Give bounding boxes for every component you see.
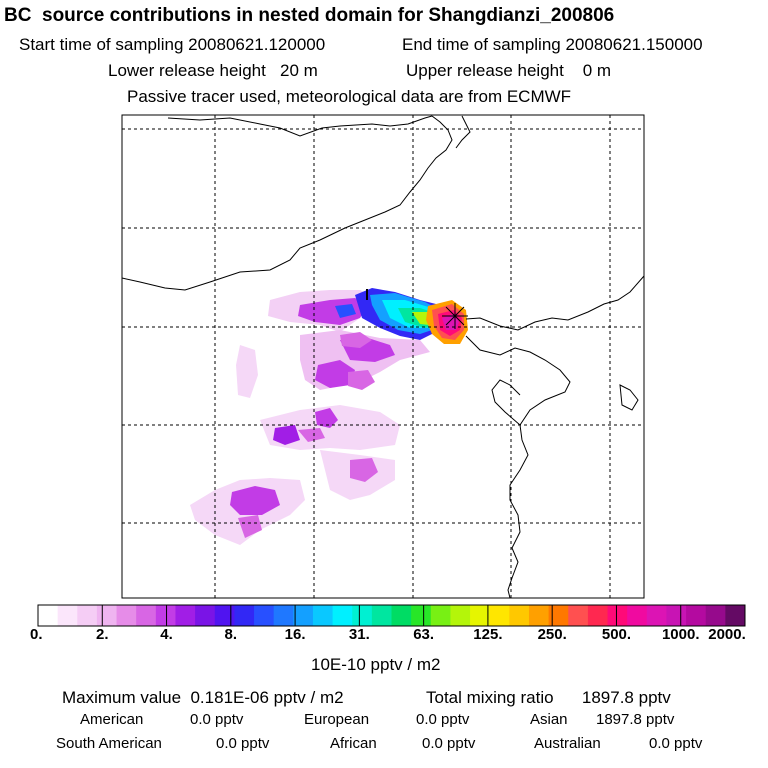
colorbar-tick-label: 31. (348, 626, 370, 643)
colorbar-swatch (568, 605, 589, 626)
colorbar-swatch (548, 605, 569, 626)
colorbar-tick-label: 250. (537, 626, 567, 643)
colorbar-swatch (430, 605, 451, 626)
american-label: American (80, 711, 144, 728)
lower-release-label: Lower release height 20 m (108, 61, 318, 80)
colorbar-swatch (293, 605, 314, 626)
colorbar-swatch (332, 605, 353, 626)
colorbar-unit-label: 10E-10 pptv / m2 (311, 655, 441, 674)
colorbar-swatch (528, 605, 550, 626)
african-value: 0.0 pptv (422, 735, 476, 752)
colorbar-swatch (450, 605, 471, 626)
colorbar-tick-label: 125. (473, 626, 503, 643)
colorbar-swatch (587, 605, 609, 626)
colorbar-swatch (214, 605, 235, 626)
colorbar-tick-label: 500. (601, 626, 632, 643)
colorbar-swatch (489, 605, 510, 626)
total-mixing-label: Total mixing ratio 1897.8 pptv (426, 688, 671, 707)
colorbar-swatch (352, 605, 373, 626)
max-value-label: Maximum value 0.181E-06 pptv / m2 (62, 688, 344, 707)
tracer-label: Passive tracer used, meteorological data… (127, 87, 572, 106)
colorbar-swatch (96, 605, 118, 626)
colorbar-swatch (57, 605, 78, 626)
start-time-label: Start time of sampling 20080621.120000 (19, 35, 326, 54)
colorbar-tick-label: 8. (224, 626, 238, 643)
colorbar (37, 604, 746, 627)
colorbar-swatch (234, 605, 255, 626)
american-value: 0.0 pptv (190, 711, 244, 728)
asian-label: Asian (530, 711, 568, 728)
african-label: African (330, 735, 377, 752)
colorbar-swatch (391, 605, 412, 626)
end-time-label: End time of sampling 20080621.150000 (402, 35, 703, 54)
receptor-marker (366, 289, 468, 329)
colorbar-swatch (371, 605, 392, 626)
colorbar-swatch (686, 605, 707, 626)
colorbar-swatch (254, 605, 275, 626)
colorbar-swatch (607, 605, 628, 626)
map-title: BC source contributions in nested domain… (4, 5, 615, 26)
australian-label: Australian (534, 735, 601, 752)
upper-release-label: Upper release height 0 m (406, 61, 612, 80)
colorbar-tick-label: 4. (160, 626, 173, 643)
colorbar-swatch (77, 605, 98, 626)
colorbar-swatch (627, 605, 648, 626)
colorbar-swatch (195, 605, 216, 626)
colorbar-swatch (136, 605, 157, 626)
colorbar-swatch (646, 605, 667, 626)
colorbar-tick-label: 2. (96, 626, 109, 643)
colorbar-tick-label: 2000. (708, 626, 746, 643)
plume-field (190, 288, 468, 545)
colorbar-swatch (470, 605, 491, 626)
colorbar-swatch (175, 605, 196, 626)
colorbar-swatch (725, 605, 746, 626)
coastlines (121, 115, 645, 599)
lat-lon-grid (122, 115, 644, 598)
colorbar-swatch (666, 605, 687, 626)
colorbar-swatch (312, 605, 334, 626)
colorbar-tick-label: 1000. (661, 626, 700, 643)
european-label: European (304, 711, 370, 728)
colorbar-tick-label: 16. (284, 626, 306, 643)
colorbar-swatch (705, 605, 726, 626)
asian-value: 1897.8 pptv (596, 711, 675, 728)
south-american-label: South American (56, 735, 162, 752)
australian-value: 0.0 pptv (649, 735, 703, 752)
european-value: 0.0 pptv (416, 711, 470, 728)
colorbar-swatch (155, 605, 176, 626)
colorbar-swatch (411, 605, 432, 626)
colorbar-tick-label: 63. (413, 626, 435, 643)
colorbar-tick-label: 0. (30, 626, 43, 643)
colorbar-swatch (509, 605, 530, 626)
colorbar-swatch (273, 605, 294, 626)
colorbar-swatch (38, 605, 59, 626)
south-american-value: 0.0 pptv (216, 735, 270, 752)
colorbar-swatch (116, 605, 137, 626)
